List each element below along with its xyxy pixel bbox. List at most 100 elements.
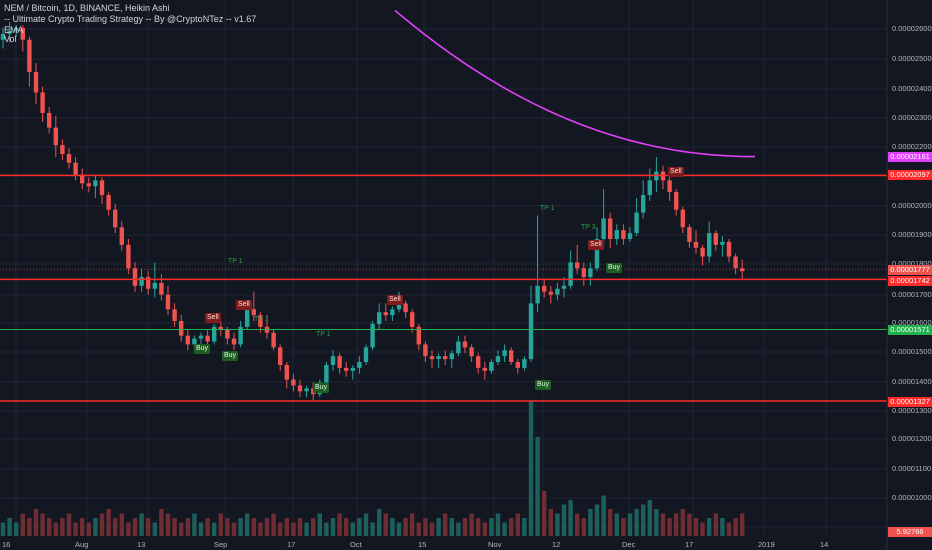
volume-bar <box>674 513 679 536</box>
take-profit-marker: TP 1 <box>540 205 555 212</box>
volume-bar <box>304 522 309 536</box>
candle-body <box>713 233 718 245</box>
volume-bar <box>132 518 138 536</box>
volume-bar <box>423 518 428 536</box>
candle-body <box>436 356 441 360</box>
candle-body <box>601 218 606 239</box>
candle-body <box>99 180 105 196</box>
candle-body <box>47 112 52 128</box>
candle-body <box>324 364 329 383</box>
candle-body <box>641 195 646 213</box>
y-tick: 0.00001700 <box>892 290 932 299</box>
volume-bar <box>627 513 633 536</box>
y-tick: 0.00001400 <box>892 377 932 386</box>
candle-body <box>634 212 639 234</box>
take-profit-marker: TP 1 <box>228 258 243 265</box>
volume-bar <box>502 522 507 536</box>
x-tick: Nov <box>488 540 502 549</box>
volume-bar <box>185 518 190 536</box>
candle-body <box>40 92 45 113</box>
candle-body <box>740 268 745 272</box>
candle-body <box>14 28 19 31</box>
candle-body <box>297 385 303 392</box>
strategy-legend: -- Ultimate Crypto Trading Strategy -- B… <box>4 14 257 24</box>
volume-bar <box>660 513 666 536</box>
x-tick: 15 <box>418 540 427 549</box>
sell-signal: Sell <box>668 167 684 177</box>
candle-body <box>245 309 250 327</box>
x-tick: 17 <box>685 540 694 549</box>
volume-bar <box>20 513 25 536</box>
candle-body <box>416 326 421 345</box>
candle-body <box>449 353 454 360</box>
volume-bar <box>264 518 270 536</box>
volume-bar <box>152 522 157 536</box>
y-tick: 0.00001200 <box>892 434 932 443</box>
support-price-tag: 0.00001742 <box>888 276 932 286</box>
candle-body <box>594 238 600 269</box>
volume-bar <box>588 509 593 536</box>
candle-body <box>330 356 336 365</box>
candle-body <box>66 153 72 163</box>
volume-bar <box>641 504 646 536</box>
candle-body <box>20 28 25 40</box>
volume-bar <box>680 509 685 536</box>
candle-body <box>278 347 283 365</box>
volume-bar <box>271 513 276 536</box>
volume-bar <box>429 522 435 536</box>
volume-legend: Vol <box>4 34 17 44</box>
horizontal-levels[interactable] <box>0 174 887 402</box>
volume-bar <box>390 518 395 536</box>
x-tick: Sep <box>214 540 228 549</box>
y-tick: 0.00002600 <box>892 24 932 33</box>
volume-bar <box>621 518 626 536</box>
volume-bar <box>575 513 580 536</box>
candle-body <box>443 356 448 360</box>
support2-price-tag: 0.00001327 <box>888 397 932 407</box>
candle-body <box>383 312 388 316</box>
candle-body <box>113 209 118 228</box>
buy-signal: Buy <box>313 383 330 393</box>
y-tick: 0.00002300 <box>892 113 932 122</box>
candle-body <box>0 33 6 40</box>
volume-bar <box>449 518 454 536</box>
candle-body <box>429 356 435 360</box>
volume-bar <box>436 518 441 536</box>
volume-bar <box>377 509 382 536</box>
volume-bar <box>608 509 613 536</box>
x-tick: Aug <box>75 540 89 549</box>
candle-body <box>647 180 652 196</box>
candle-body <box>390 309 395 316</box>
ema-line <box>394 9 755 158</box>
candle-body <box>251 309 256 316</box>
volume-bar <box>0 522 6 536</box>
sell-signal: Sell <box>236 300 252 310</box>
volume-bar <box>555 513 560 536</box>
volume-bar <box>225 518 230 536</box>
ema-price-tag: 0.00002161 <box>888 152 932 162</box>
volume-bar <box>159 509 164 536</box>
sell-signal: Sell <box>588 240 604 250</box>
candle-body <box>212 326 217 342</box>
volume-bar <box>561 504 567 536</box>
volume-bar <box>66 513 72 536</box>
volume-bar <box>548 509 553 536</box>
volume-bar <box>370 522 375 536</box>
candle-body <box>132 268 138 286</box>
volume-bar <box>720 518 725 536</box>
candle-body <box>489 362 494 371</box>
volume-bar <box>172 518 177 536</box>
volume-bar <box>542 491 547 536</box>
take-profit-marker: TP 1 <box>254 316 269 323</box>
candle-body <box>522 359 527 368</box>
volume-bar <box>693 518 699 536</box>
candle-body <box>86 183 91 187</box>
candle-body <box>733 256 738 269</box>
resistance-price-tag: 0.00002097 <box>888 170 932 180</box>
volume-bar <box>291 522 296 536</box>
x-tick: 13 <box>137 540 146 549</box>
candle-body <box>185 335 190 345</box>
volume-bar <box>165 513 171 536</box>
candle-body <box>403 303 408 313</box>
